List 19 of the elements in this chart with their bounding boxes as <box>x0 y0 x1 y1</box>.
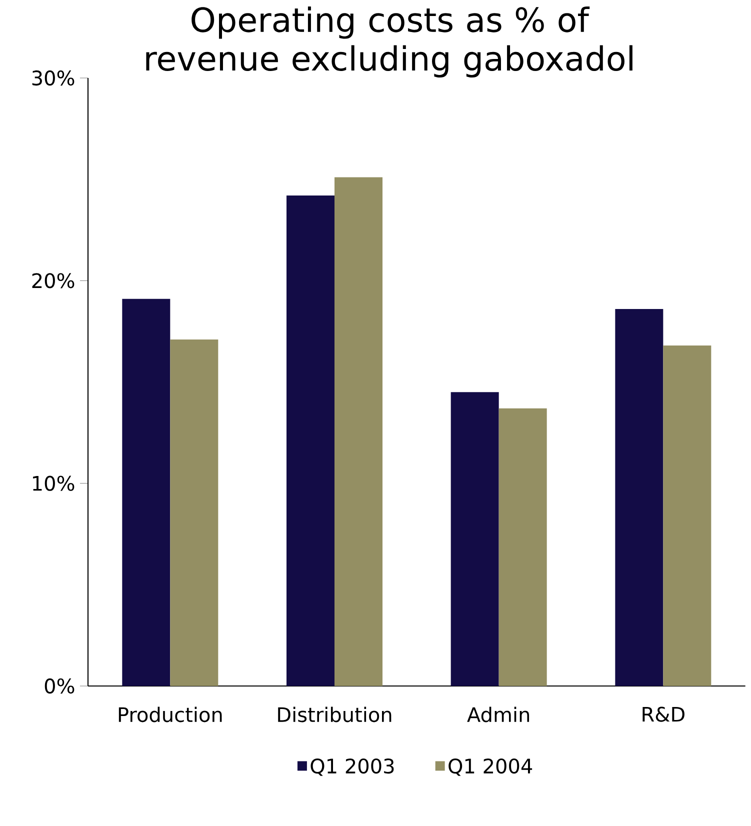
bar <box>663 346 712 686</box>
bar <box>450 392 499 686</box>
bar <box>334 177 382 686</box>
x-tick-label: R&D <box>642 706 684 722</box>
x-tick-label: Production <box>118 706 222 722</box>
bar <box>498 408 547 686</box>
bar <box>615 309 664 686</box>
legend-label: Q1 2004 <box>448 758 532 776</box>
y-tick-label: 30% <box>32 70 74 86</box>
legend-label: Q1 2003 <box>310 758 394 776</box>
x-tick-label: Distribution <box>278 706 392 722</box>
y-tick-label: 20% <box>32 273 74 288</box>
bar <box>122 298 170 686</box>
x-tick-label: Admin <box>467 706 530 722</box>
chart-title: Operating costs as % of revenue excluding gaboxadol <box>146 6 632 78</box>
y-tick-label: 10% <box>33 476 74 491</box>
y-tick-label: 0% <box>44 678 74 694</box>
bar <box>286 196 334 686</box>
bar <box>170 339 218 686</box>
